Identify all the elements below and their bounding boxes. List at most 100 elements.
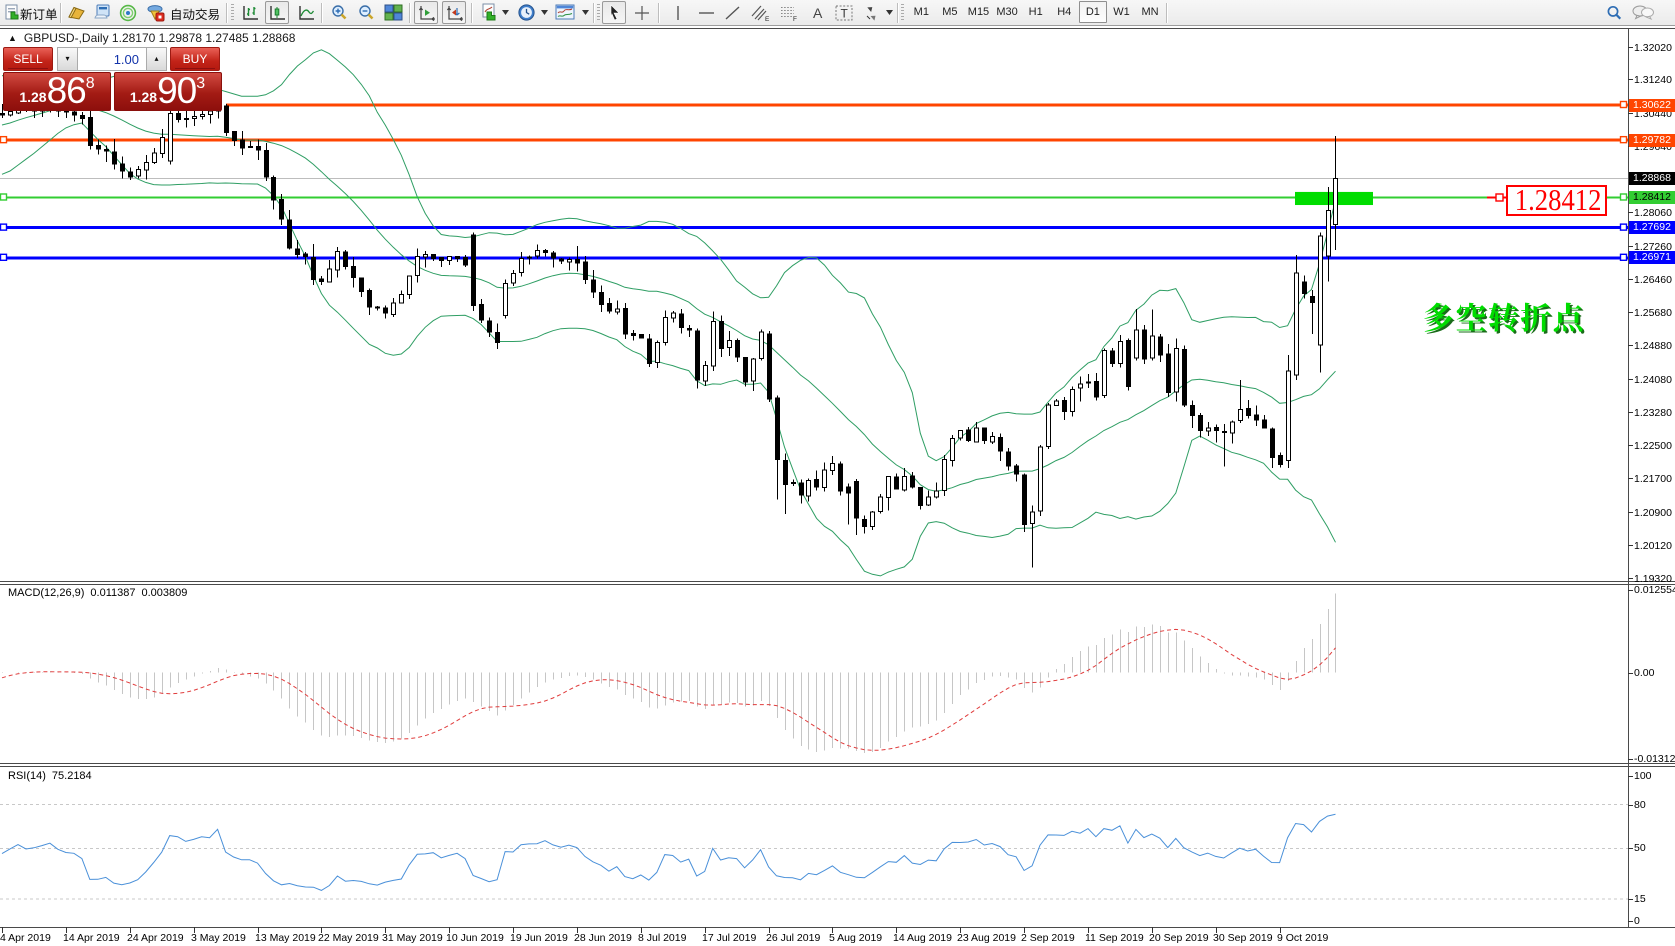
templates-dropdown[interactable] xyxy=(579,1,591,24)
date-axis-label: 30 Sep 2019 xyxy=(1213,932,1273,944)
text-button[interactable]: A xyxy=(806,1,830,24)
date-axis-label: 4 Apr 2019 xyxy=(0,932,51,944)
zoom-in-button[interactable] xyxy=(327,1,351,24)
fibonacci-button[interactable]: F xyxy=(777,1,801,24)
line-anchor[interactable] xyxy=(0,253,8,262)
candles[interactable] xyxy=(0,79,1338,568)
date-axis-label: 14 Apr 2019 xyxy=(63,932,120,944)
line-chart-button[interactable] xyxy=(294,1,318,24)
date-axis-label: 14 Aug 2019 xyxy=(893,932,952,944)
signals-icon xyxy=(119,4,137,21)
timeframe-m1[interactable]: M1 xyxy=(913,6,929,18)
profiles-button[interactable] xyxy=(64,1,88,24)
horizontal-line-button[interactable] xyxy=(694,1,718,24)
trendline-button[interactable] xyxy=(721,1,745,24)
sell-price-display[interactable]: 1.28 86 8 xyxy=(3,71,111,111)
main-chart-layer xyxy=(0,49,1628,577)
chart-shift-button[interactable] xyxy=(414,1,438,24)
autotrading-button[interactable] xyxy=(144,1,168,24)
signals-button[interactable] xyxy=(116,1,140,24)
date-axis-label: 24 Apr 2019 xyxy=(127,932,184,944)
annotation-text[interactable] xyxy=(1424,302,1585,334)
periods-dropdown[interactable] xyxy=(538,1,550,24)
rsi-axis-label: 15 xyxy=(1634,893,1646,906)
svg-text:E: E xyxy=(765,16,770,22)
price-label-anchor[interactable] xyxy=(1495,193,1504,202)
date-axis-label: 13 May 2019 xyxy=(255,932,316,944)
bar-chart-button[interactable] xyxy=(238,1,262,24)
price-badge: 1.26971 xyxy=(1629,251,1675,265)
price-axis-label: 1.32020 xyxy=(1634,41,1672,54)
auto-scroll-button[interactable] xyxy=(442,1,466,24)
text-label-button[interactable]: T xyxy=(832,1,856,24)
date-axis-label: 26 Jul 2019 xyxy=(766,932,821,944)
profiles-icon xyxy=(68,6,85,20)
candlestick-chart-icon xyxy=(269,5,285,20)
macd-histogram xyxy=(2,593,1336,754)
bollinger-lower xyxy=(1,122,1336,577)
volume-input[interactable] xyxy=(78,47,146,71)
line-anchor[interactable] xyxy=(1619,135,1628,144)
date-axis-label: 8 Jul 2019 xyxy=(638,932,687,944)
price-annotation-box[interactable]: 1.28412 xyxy=(1506,185,1607,216)
toolbar-separator xyxy=(658,3,659,23)
timeframe-h1[interactable]: H1 xyxy=(1028,6,1043,18)
line-anchor[interactable] xyxy=(1619,253,1628,262)
timeframe-m5[interactable]: M5 xyxy=(942,6,958,18)
search-icon xyxy=(1607,5,1622,19)
arrows-dropdown[interactable] xyxy=(883,1,895,24)
collapse-panel-icon[interactable]: ▲ xyxy=(8,33,17,43)
zoom-out-button[interactable] xyxy=(354,1,378,24)
search-button[interactable] xyxy=(1602,1,1626,24)
price-axis-label: 1.20900 xyxy=(1634,506,1672,519)
chart-title-text: GBPUSD-,Daily 1.28170 1.29878 1.27485 1.… xyxy=(23,31,296,45)
cjk-text xyxy=(1424,302,1583,332)
line-anchor[interactable] xyxy=(0,135,8,144)
vertical-line-button[interactable] xyxy=(666,1,690,24)
timeframe-mn[interactable]: MN xyxy=(1141,6,1159,18)
new-order-label[interactable] xyxy=(19,6,59,26)
buy-button[interactable]: BUY xyxy=(170,47,220,71)
zoom-out-icon xyxy=(358,4,373,19)
trendline-icon xyxy=(725,5,740,20)
cursor-button[interactable] xyxy=(602,1,626,24)
templates-button[interactable] xyxy=(553,1,577,24)
market-watch-button[interactable] xyxy=(90,1,114,24)
date-axis-label: 2 Sep 2019 xyxy=(1021,932,1075,944)
line-anchor[interactable] xyxy=(1619,223,1628,231)
volume-increase-button[interactable]: ▴ xyxy=(146,47,167,71)
new-order-icon xyxy=(5,4,19,19)
line-anchor[interactable] xyxy=(1619,193,1628,201)
line-anchor[interactable] xyxy=(0,193,8,201)
new-order-button[interactable] xyxy=(1,1,25,24)
sell-button[interactable]: SELL xyxy=(3,47,53,71)
indicators-dropdown[interactable] xyxy=(499,1,511,24)
line-anchor[interactable] xyxy=(0,223,8,231)
tile-windows-button[interactable] xyxy=(381,1,405,24)
candlestick-chart-button[interactable] xyxy=(265,1,289,24)
community-button[interactable] xyxy=(1630,1,1656,24)
rsi-axis-label: 80 xyxy=(1634,798,1646,811)
buy-price-display[interactable]: 1.28 90 3 xyxy=(113,71,222,111)
autotrading-label[interactable] xyxy=(169,6,221,26)
arrows-button[interactable] xyxy=(860,1,884,24)
timeframe-h4[interactable]: H4 xyxy=(1057,6,1072,18)
line-anchor[interactable] xyxy=(1619,100,1628,109)
periods-button[interactable] xyxy=(514,1,538,24)
crosshair-button[interactable] xyxy=(630,1,654,24)
toolbar-grip xyxy=(230,4,235,22)
toolbar-grip xyxy=(900,4,905,22)
toolbar: E F A T M1 M5 M15 M30 H1 H4 D1 W1 MN xyxy=(0,0,1675,26)
channel-button[interactable]: E xyxy=(748,1,772,24)
bollinger-middle xyxy=(1,106,1336,492)
timeframe-w1[interactable]: W1 xyxy=(1113,6,1130,18)
timeframe-d1[interactable]: D1 xyxy=(1078,1,1108,23)
chart-shift-icon xyxy=(418,5,435,21)
volume-decrease-button[interactable]: ▾ xyxy=(57,47,78,71)
timeframe-m30[interactable]: M30 xyxy=(996,6,1018,18)
indicators-button[interactable] xyxy=(477,1,501,24)
timeframe-m15[interactable]: M15 xyxy=(967,6,990,18)
